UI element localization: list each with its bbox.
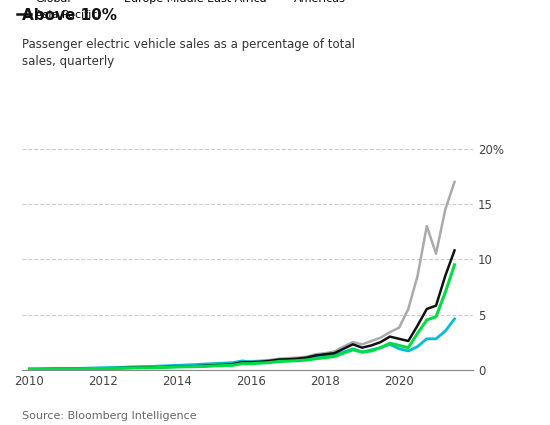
Text: Passenger electric vehicle sales as a percentage of total
sales, quarterly: Passenger electric vehicle sales as a pe… [22, 38, 355, 68]
Legend: Global, Asia Pacific, Europe Middle East Africa, Americas: Global, Asia Pacific, Europe Middle East… [13, 0, 350, 24]
Text: Source: Bloomberg Intelligence: Source: Bloomberg Intelligence [22, 411, 197, 421]
Text: Above 10%: Above 10% [22, 8, 117, 23]
